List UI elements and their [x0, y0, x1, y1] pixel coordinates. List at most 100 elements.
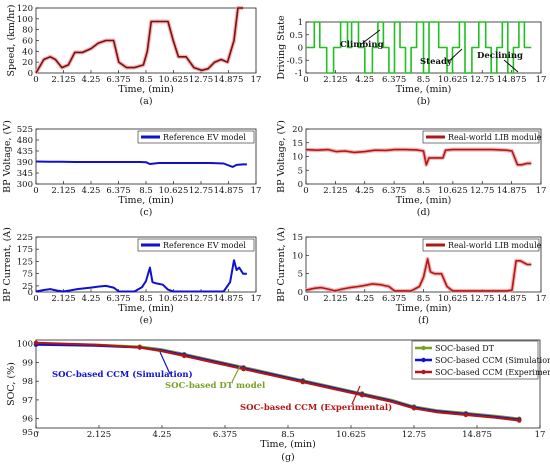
x-tick-label: 14.875	[214, 75, 244, 85]
x-tick-label: 2.125	[323, 294, 347, 304]
legend-label: SOC-based CCM (Simulation)	[435, 356, 550, 365]
x-axis-label: Time, (min)	[118, 84, 174, 95]
y-tick-label: 5	[298, 166, 303, 176]
y-tick-label: 20	[292, 125, 303, 135]
series-marker	[241, 366, 246, 372]
y-tick-label: 75	[22, 270, 33, 280]
y-tick-label: 96	[22, 415, 33, 425]
x-axis-label: Time, (min)	[118, 195, 174, 206]
y-tick-label: 0	[28, 288, 33, 298]
x-tick-label: 8.5	[417, 294, 431, 304]
panel-caption: (a)	[139, 96, 152, 107]
y-tick-label: 15	[292, 233, 303, 243]
annotation-arrow	[359, 29, 381, 46]
y-tick-label: 10	[292, 153, 303, 163]
series-marker	[411, 406, 417, 411]
x-tick-label: 4.25	[355, 294, 374, 304]
x-tick-label: 4.25	[355, 186, 374, 196]
panel-g: 0 2.125 4.25 6.375 8.5 10.625 12.75 14.875 17 95 9…	[6, 339, 550, 463]
annotation-label: Steady	[420, 57, 453, 67]
y-axis-label: BP Current, (A)	[276, 227, 287, 302]
y-axis-label: BP Voltage, (V)	[276, 120, 287, 193]
y-tick-label: 0.5	[289, 31, 303, 41]
y-tick-label: 175	[17, 245, 33, 255]
legend-box	[137, 238, 255, 252]
annotation-arrow	[231, 365, 241, 383]
series-marker	[359, 393, 365, 398]
y-tick-label: 0	[298, 180, 303, 190]
x-tick-label: 0	[33, 186, 38, 196]
legend-label: SOC-based CCM (Experimental)	[435, 368, 550, 377]
panel-d: 0 2.125 4.25 6.375 8.5 10.625 12.75 14.875 17051…	[276, 120, 546, 218]
x-tick-label: 2.125	[51, 75, 75, 85]
x-tick-label: 6.375	[382, 186, 406, 196]
legend-marker	[421, 357, 426, 363]
legend-marker	[421, 369, 426, 375]
y-axis-label: Speed, (km/hr)	[6, 5, 17, 77]
x-tick-label: 12.75	[189, 186, 213, 196]
x-tick-label: 8.5	[139, 186, 153, 196]
annotation-label: SOC-based CCM (Experimental)	[240, 402, 392, 413]
y-tick-label: 100	[17, 15, 33, 25]
y-axis-label: BP Voltage, (V)	[2, 120, 13, 193]
x-tick-label: 14.875	[214, 294, 244, 304]
y-tick-label: -1	[295, 69, 303, 79]
panel-caption: (d)	[417, 207, 431, 218]
x-tick-label: 14.875	[497, 294, 527, 304]
x-tick-label: 12.75	[470, 75, 494, 85]
legend-box	[137, 130, 255, 144]
y-tick-label: 0	[298, 44, 303, 54]
x-tick-label: 0	[33, 430, 38, 440]
x-tick-label: 14.875	[214, 186, 244, 196]
panel-b: 0 2.125 4.25 6.375 8.5 10.625 12.75 14.875 17 -1 -…	[276, 15, 546, 107]
series-line-a	[35, 7, 244, 74]
series-marker	[463, 412, 469, 418]
annotation-label: Declining	[477, 51, 523, 61]
panel-caption: (e)	[139, 315, 152, 326]
y-tick-label: 10	[292, 251, 303, 261]
y-tick-label: 97	[22, 396, 33, 406]
x-tick-label: 10.625	[159, 75, 189, 85]
x-tick-label: 2.125	[323, 75, 347, 85]
x-tick-label: 2.125	[323, 186, 347, 196]
x-tick-label: 10.625	[336, 430, 366, 440]
x-tick-label: 0	[33, 294, 38, 304]
y-tick-label: 20	[22, 58, 33, 68]
x-tick-label: 14.875	[462, 430, 492, 440]
legend-label: SOC-based DT	[435, 344, 495, 353]
legend-label: Real-world LIB module	[448, 241, 542, 250]
panel-f: 0 2.125 4.25 6.375 8.5 10.625 12.75 14.875 17 0 5 1…	[276, 227, 546, 326]
annotation-arrow	[503, 59, 519, 73]
y-tick-label: 435	[17, 147, 33, 157]
x-axis-label: Time, (min)	[396, 84, 452, 95]
annotation-arrow	[351, 385, 361, 405]
y-tick-label: -0.5	[287, 56, 303, 66]
x-tick-label: 2.125	[87, 430, 111, 440]
x-tick-label: 17	[251, 294, 262, 304]
x-tick-label: 8.5	[417, 75, 431, 85]
x-tick-label: 12.75	[189, 75, 213, 85]
x-tick-label: 10.625	[438, 186, 468, 196]
x-tick-label: 0	[33, 75, 38, 85]
series-line-reference-ev-model	[35, 160, 247, 168]
series-line-reference-ev-model	[35, 259, 247, 293]
y-tick-label: 95	[22, 428, 33, 438]
series-line-real-world-lib-module	[305, 258, 532, 292]
y-tick-label: 0	[28, 69, 33, 79]
x-tick-label: 8.5	[417, 186, 431, 196]
panel-a: 0 2.125 4.25 6.375 8.5 10.625 12.75 14.875 17 020…	[6, 4, 261, 107]
x-tick-label: 4.25	[82, 75, 101, 85]
series-marker	[182, 353, 187, 359]
x-tick-label: 4.25	[153, 430, 172, 440]
x-tick-label: 6.375	[106, 186, 130, 196]
y-tick-label: 225	[17, 233, 33, 243]
y-tick-label: 480	[17, 136, 33, 146]
panel-caption: (f)	[418, 315, 429, 326]
y-tick-label: 100	[17, 340, 33, 350]
y-axis-label: SOC, (%)	[6, 362, 17, 406]
legend-label: Real-world LIB module	[448, 133, 542, 142]
y-tick-label: 40	[22, 47, 33, 57]
x-tick-label: 17	[251, 75, 262, 85]
y-tick-label: 120	[17, 4, 33, 14]
annotation-label: SOC-based CCM (Simulation)	[52, 369, 193, 380]
